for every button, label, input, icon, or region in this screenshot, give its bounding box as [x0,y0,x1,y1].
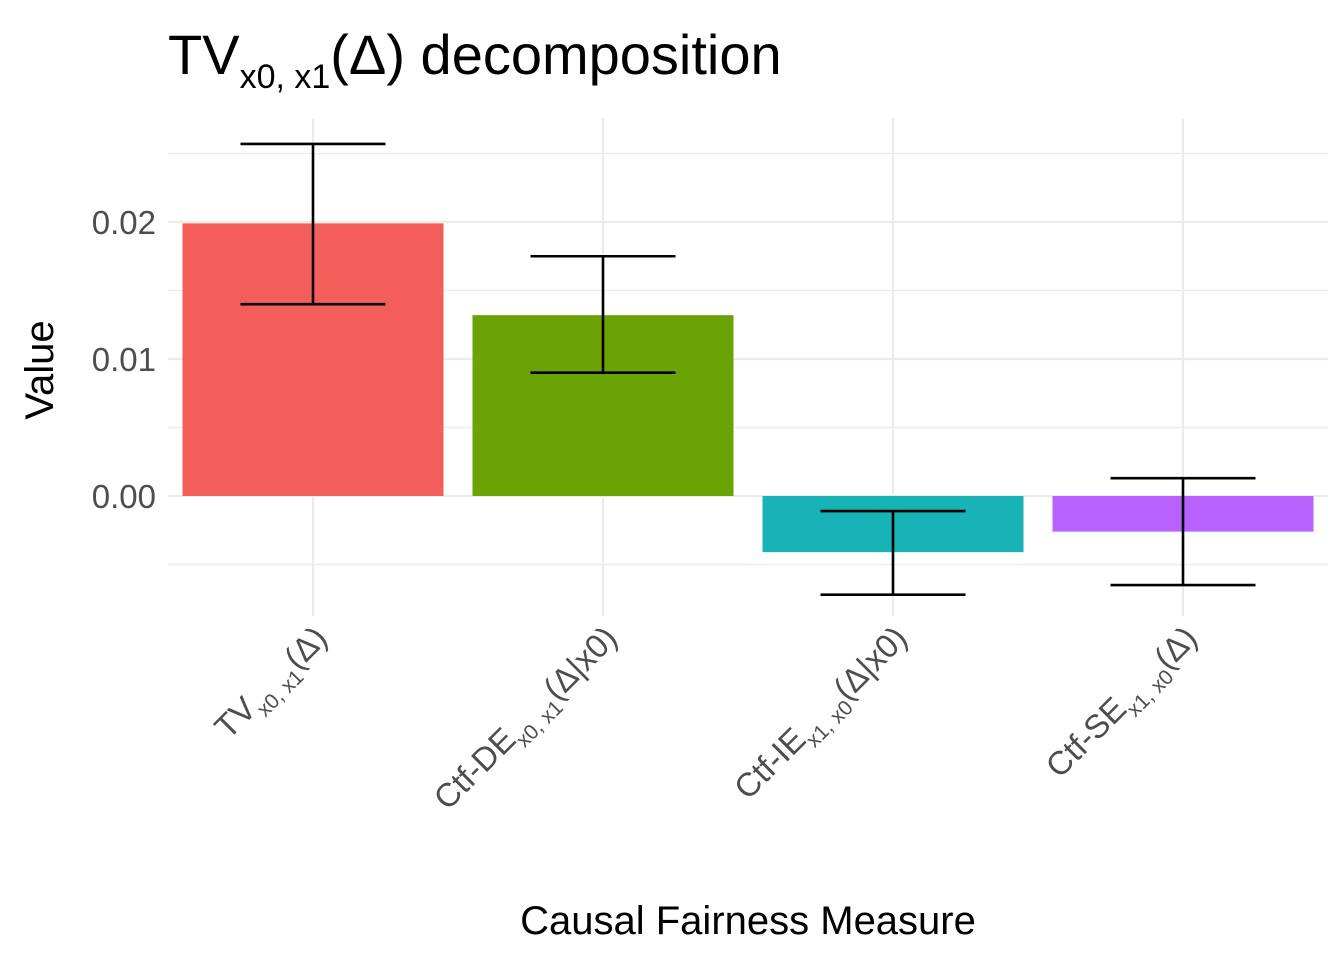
y-axis-ticks: 0.00 0.01 0.02 [92,204,156,515]
title-paren: (Δ) [330,23,405,86]
title-subscript: x0, x1 [240,58,331,96]
x-tick-main: Ctf-DE [426,720,522,816]
x-tick-suffix: (Δ) [277,619,334,676]
x-tick-label: Ctf-DEx0, x1(Δ|x0) [426,619,629,822]
x-tick-label: TVx0, x1(Δ) [207,619,339,751]
y-tick-label: 0.02 [92,204,156,241]
x-tick-label: Ctf-IEx1, x0(Δ|x0) [727,619,920,812]
x-tick-main: Ctf-IE [727,720,813,806]
x-tick-main: TV [207,690,263,746]
y-tick-label: 0.01 [92,341,156,378]
title-rest: decomposition [405,23,782,86]
y-tick-label: 0.00 [92,478,156,515]
x-tick-suffix: (Δ|x0) [536,619,624,707]
x-axis-ticks: TVx0, x1(Δ) Ctf-DEx0, x1(Δ|x0) Ctf-IEx1, x… [207,619,1209,822]
x-tick-main: Ctf-SE [1038,690,1133,785]
x-tick-suffix: (Δ|x0) [826,619,914,707]
title-main: TV [168,23,240,86]
y-axis-title: Value [18,320,62,419]
bars-layer [182,223,1314,553]
x-tick-suffix: (Δ) [1147,619,1204,676]
x-axis-title: Causal Fairness Measure [520,899,976,943]
error-bars-layer [240,142,1256,596]
chart-title: TVx0, x1(Δ) decomposition [168,23,782,96]
x-tick-label: Ctf-SEx1, x0(Δ) [1038,619,1209,790]
